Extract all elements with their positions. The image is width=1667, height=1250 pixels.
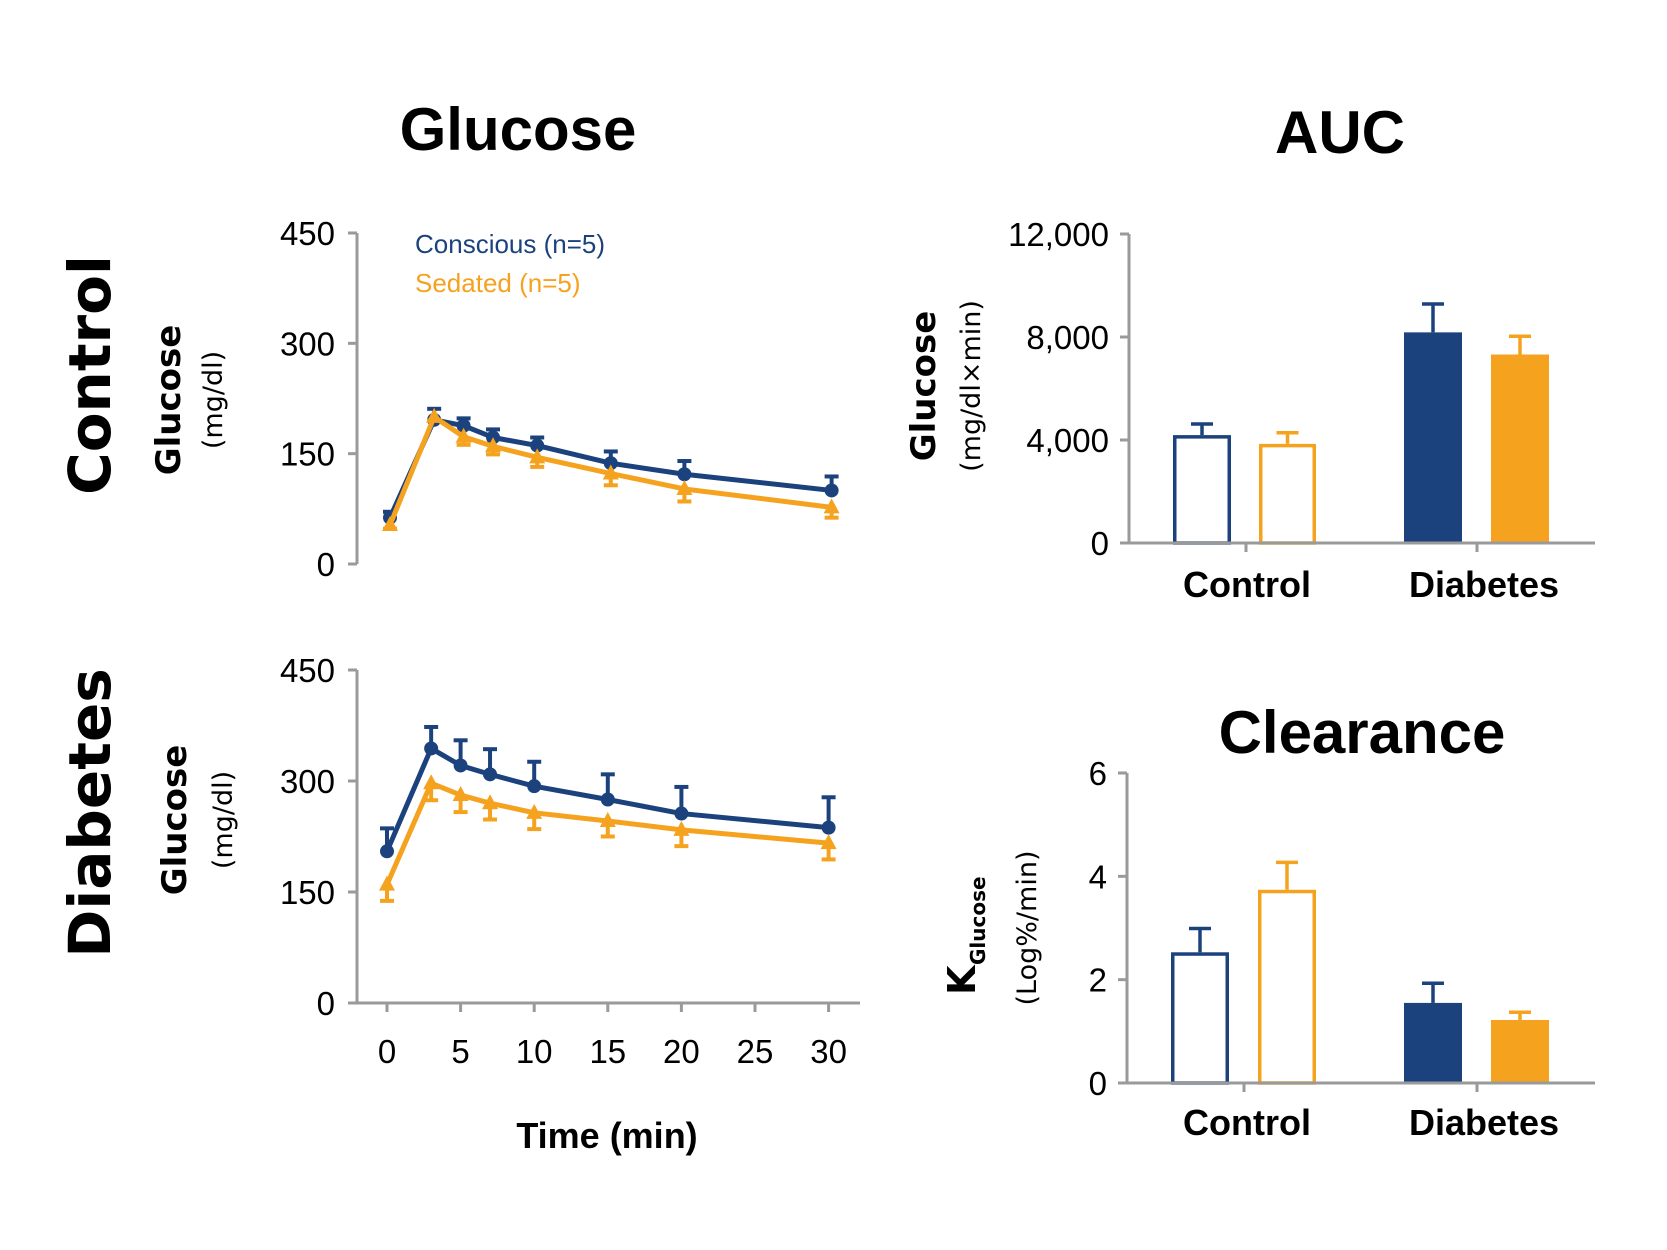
clearance-bar-diabetes-sedated [1491, 1019, 1549, 1083]
legend-sedated: Sedated (n=5) [415, 268, 581, 298]
diabetes-glucose-series-sedated [379, 774, 837, 903]
diabetes-glucose-ylabel: Glucose [155, 745, 195, 896]
auc-ylabel: Glucose [904, 311, 944, 462]
data-point [424, 741, 439, 756]
clearance-y-tick-label: 4 [1089, 858, 1107, 895]
diabetes-glucose-x-tick-label: 20 [663, 1033, 700, 1070]
data-point [482, 794, 499, 810]
data-point [526, 803, 543, 819]
control-glucose-y-tick-label: 0 [317, 546, 335, 583]
control-glucose-y-tick-label: 450 [280, 215, 335, 252]
data-point [527, 779, 542, 794]
auc-bar-diabetes-conscious [1404, 332, 1462, 543]
diabetes-glucose-x-tick-label: 10 [516, 1033, 553, 1070]
auc-chart: 0 4,000 8,000 12,000 Control Diabetes [1008, 216, 1595, 605]
auc-yunit: (mg/dl×min) [956, 300, 987, 472]
data-point [599, 811, 616, 827]
diabetes-glucose-y-tick-label: 450 [280, 652, 335, 689]
auc-y-tick-label: 12,000 [1008, 216, 1109, 253]
control-glucose-chart: 0 150 300 450 [280, 215, 840, 583]
data-point [673, 820, 690, 836]
control-glucose-yunit: (mg/dl) [198, 351, 229, 449]
clearance-bar-control-conscious [1171, 952, 1229, 1085]
clearance-category-label: Diabetes [1409, 1102, 1559, 1143]
clearance-bar-control-sedated [1258, 889, 1316, 1085]
data-point [820, 834, 837, 850]
data-point [485, 437, 502, 453]
data-point [379, 875, 395, 891]
diabetes-glucose-x-tick-label: 5 [451, 1033, 469, 1070]
data-point [823, 498, 840, 514]
data-point [676, 479, 693, 495]
data-point [453, 758, 468, 773]
data-point [530, 438, 545, 453]
diabetes-glucose-chart: 0 150 300 450 0 5 10 15 20 25 30 [280, 652, 860, 1070]
data-point [529, 448, 546, 464]
control-glucose-ylabel: Glucose [149, 325, 189, 476]
data-point [483, 767, 498, 782]
diabetes-glucose-y-tick-label: 150 [280, 874, 335, 911]
glucose-column-title: Glucose [400, 96, 637, 163]
clearance-y-tick-label: 0 [1089, 1065, 1107, 1102]
row-label-diabetes: Diabetes [56, 668, 124, 958]
legend-conscious: Conscious (n=5) [415, 229, 605, 259]
data-point [452, 786, 469, 802]
control-glucose-y-tick-label: 300 [280, 325, 335, 362]
control-glucose-series-sedated [382, 407, 840, 532]
data-point [382, 516, 398, 532]
auc-bar-diabetes-sedated [1491, 354, 1549, 543]
auc-bar-control-sedated [1259, 443, 1316, 545]
auc-category-label: Diabetes [1409, 564, 1559, 605]
auc-y-tick-label: 4,000 [1026, 422, 1109, 459]
auc-bar-control-conscious [1173, 435, 1231, 545]
data-point [423, 774, 440, 790]
clearance-y-tick-label: 6 [1089, 755, 1107, 792]
clearance-y-tick-label: 2 [1089, 962, 1107, 999]
data-point [600, 792, 615, 807]
data-point [674, 806, 689, 821]
clearance-yunit: (Log%/min) [1012, 851, 1043, 1006]
diabetes-glucose-x-tick-label: 30 [810, 1033, 847, 1070]
data-point [677, 467, 692, 482]
diabetes-glucose-y-tick-label: 300 [280, 763, 335, 800]
diabetes-glucose-x-tick-label: 0 [378, 1033, 396, 1070]
data-point [380, 844, 394, 859]
clearance-bar-diabetes-conscious [1404, 1002, 1462, 1083]
data-point [426, 407, 443, 423]
diabetes-glucose-y-tick-label: 0 [317, 985, 335, 1022]
data-point [824, 483, 839, 498]
time-axis-label: Time (min) [516, 1115, 697, 1156]
diabetes-glucose-x-tick-label: 15 [589, 1033, 626, 1070]
clearance-title: Clearance [1219, 699, 1506, 766]
auc-y-tick-label: 8,000 [1026, 319, 1109, 356]
clearance-ylabel: K Glucose [940, 876, 990, 995]
data-point [456, 418, 471, 433]
row-label-control: Control [56, 255, 124, 495]
data-point [455, 427, 472, 443]
data-point [603, 456, 618, 471]
k-symbol: K [940, 964, 984, 995]
diabetes-glucose-x-tick-label: 25 [737, 1033, 774, 1070]
diabetes-glucose-series-conscious [380, 724, 836, 859]
data-point [821, 820, 836, 835]
auc-title: AUC [1275, 99, 1405, 166]
control-glucose-y-tick-label: 150 [280, 436, 335, 473]
k-subscript: Glucose [966, 876, 990, 965]
data-point [602, 464, 619, 480]
diabetes-glucose-yunit: (mg/dl) [208, 771, 239, 869]
auc-category-label: Control [1183, 564, 1311, 605]
auc-y-tick-label: 0 [1091, 525, 1109, 562]
clearance-category-label: Control [1183, 1102, 1311, 1143]
clearance-chart: 0 2 4 6 Control Diabetes [1089, 755, 1595, 1143]
